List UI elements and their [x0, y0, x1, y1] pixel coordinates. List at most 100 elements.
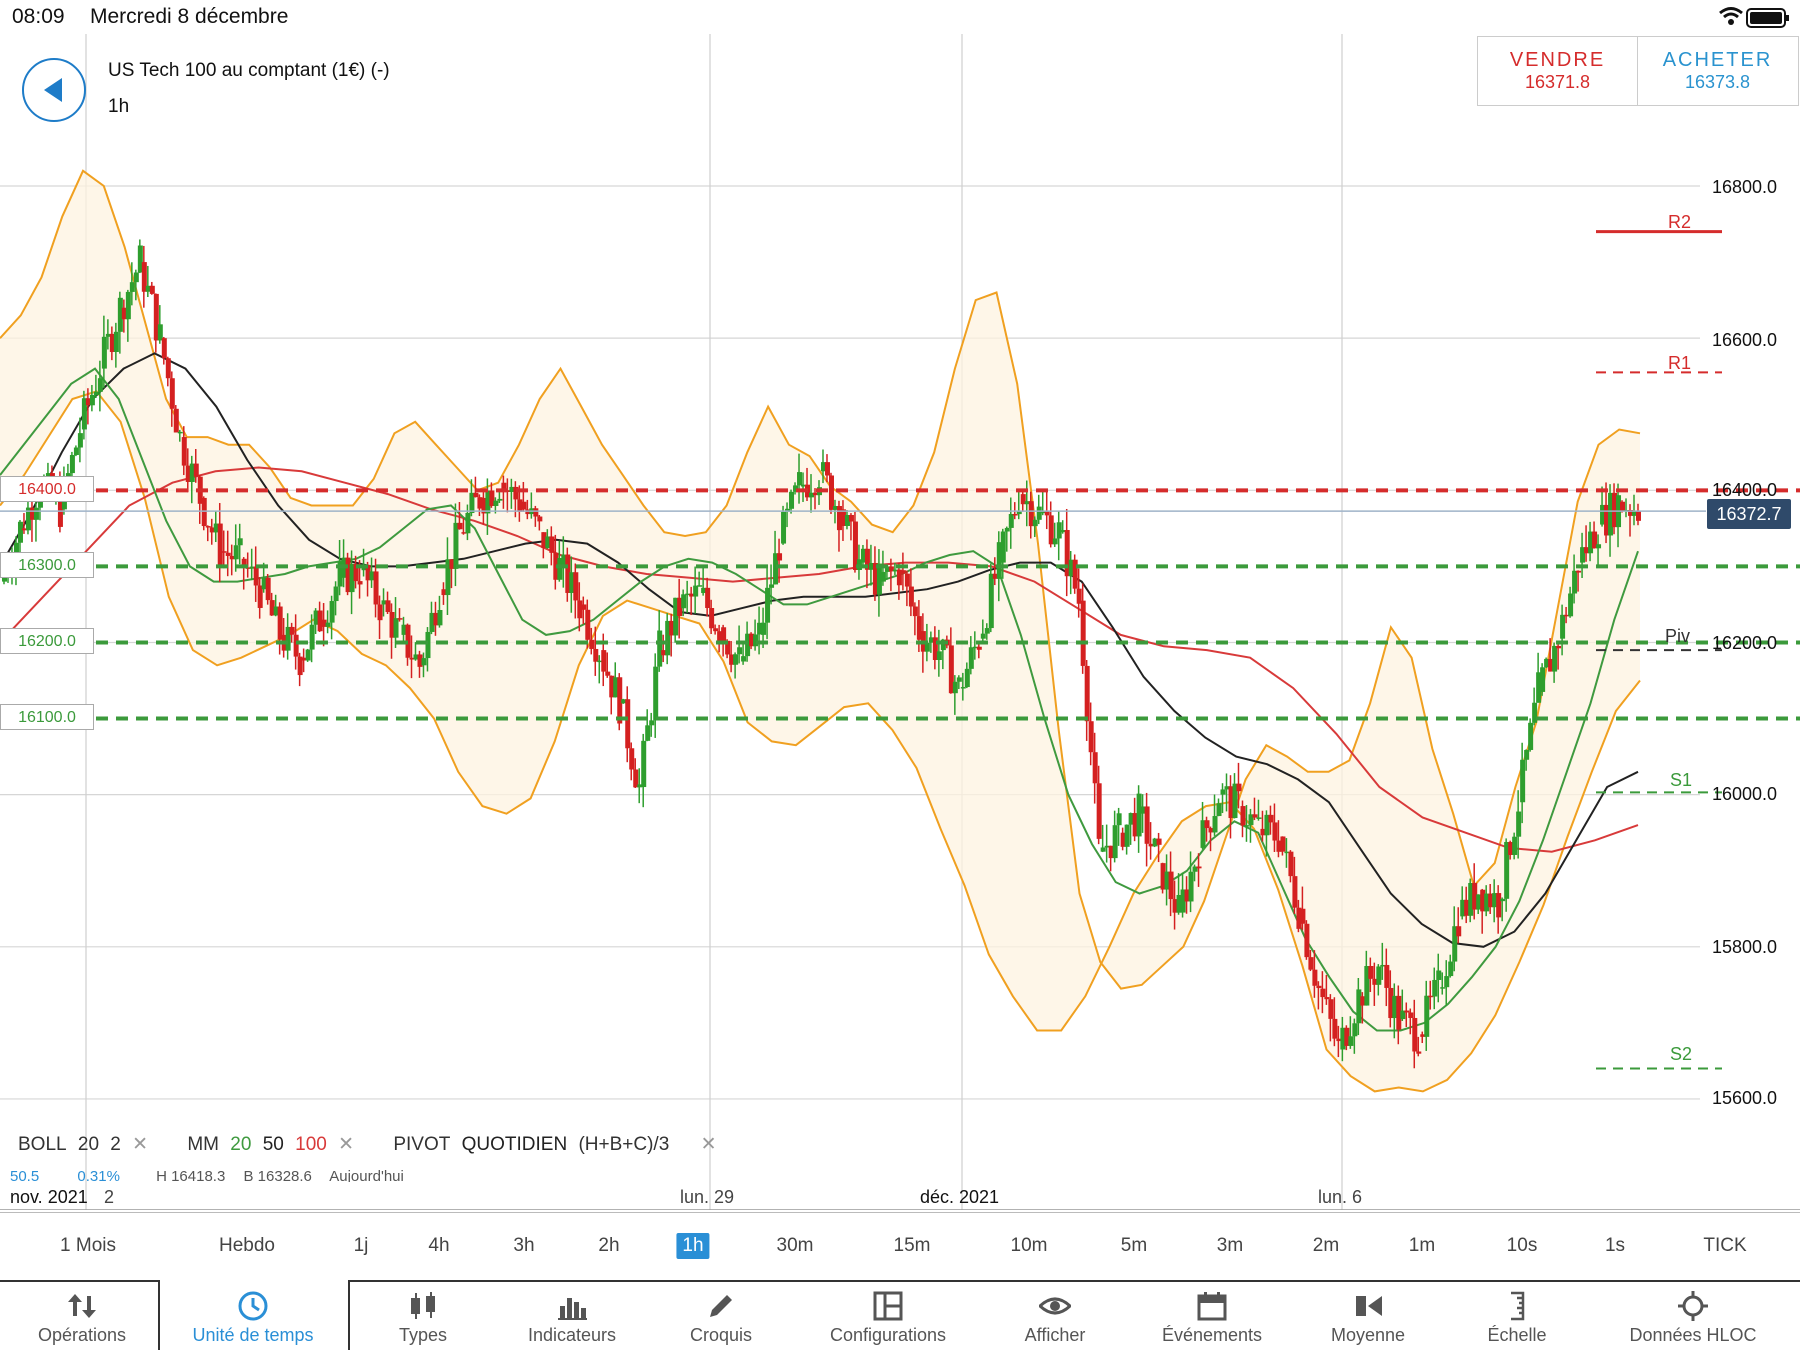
candle-body	[353, 563, 359, 582]
candle-body	[1592, 531, 1598, 549]
alert-level-16100[interactable]: 16100.0	[0, 704, 94, 730]
candle-body	[1000, 531, 1006, 563]
alert-level-16200[interactable]: 16200.0	[0, 628, 94, 654]
toolbar-operations[interactable]: Opérations	[2, 1280, 162, 1350]
toolbar-types[interactable]: Types	[343, 1280, 503, 1350]
timeframe-10s[interactable]: 10s	[1506, 1235, 1538, 1256]
timeframe-15m[interactable]: 15m	[893, 1235, 931, 1256]
remove-boll-close-icon[interactable]: ✕	[132, 1134, 149, 1155]
candle-body	[1636, 511, 1641, 521]
candle-body	[1168, 871, 1174, 900]
candle-body	[273, 606, 279, 616]
candle-body	[225, 552, 231, 556]
candle-body	[173, 408, 179, 433]
candle-body	[213, 523, 219, 533]
candle-body	[1364, 966, 1370, 1006]
timeframe-3h[interactable]: 3h	[513, 1235, 535, 1256]
timeframe-3m[interactable]: 3m	[1216, 1235, 1244, 1256]
candle-body	[801, 484, 807, 487]
candle-body	[960, 687, 966, 689]
candle-body	[261, 577, 267, 590]
price-chart[interactable]	[0, 34, 1800, 1210]
layout-icon	[873, 1291, 903, 1321]
candle-body	[685, 593, 691, 596]
candle-body	[533, 508, 539, 517]
candle-body	[625, 699, 631, 749]
candle-body	[17, 521, 23, 543]
candle-body	[964, 668, 970, 688]
candle-body	[1492, 893, 1498, 908]
sell-price: 16371.8	[1524, 72, 1591, 92]
timeframe-30m[interactable]: 30m	[776, 1235, 814, 1256]
candle-body	[896, 569, 902, 586]
alert-level-16300[interactable]: 16300.0	[0, 552, 94, 578]
timeframe-tick[interactable]: TICK	[1703, 1235, 1747, 1256]
candle-body	[1584, 547, 1590, 554]
toolbar-timeframe[interactable]: Unité de temps	[173, 1280, 333, 1350]
timeframe-1s[interactable]: 1s	[1604, 1235, 1626, 1256]
candle-body	[713, 628, 719, 632]
candle-body	[105, 333, 111, 337]
candle-body	[864, 548, 870, 570]
candle-body	[1108, 845, 1114, 859]
timeframe-hebdo[interactable]: Hebdo	[219, 1235, 275, 1256]
toolbar-average[interactable]: Moyenne	[1288, 1280, 1448, 1350]
candle-body	[365, 564, 371, 581]
candle-body	[1204, 820, 1210, 829]
candle-body	[317, 610, 323, 632]
sell-button[interactable]: VENDRE 16371.8	[1478, 37, 1638, 105]
toolbar-indicators[interactable]: Indicateurs	[492, 1280, 652, 1350]
pencil-icon	[710, 1295, 732, 1317]
timeframe-2m[interactable]: 2m	[1312, 1235, 1340, 1256]
toolbar-scale[interactable]: Échelle	[1437, 1280, 1597, 1350]
timeframe-1j[interactable]: 1j	[353, 1235, 369, 1256]
candle-body	[585, 609, 591, 640]
candle-body	[976, 646, 982, 650]
pivot-mode: QUOTIDIEN	[461, 1134, 568, 1155]
toolbar-configurations[interactable]: Configurations	[808, 1280, 968, 1350]
candle-body	[1052, 538, 1058, 545]
candle-body	[1504, 841, 1510, 899]
toolbar-sketch[interactable]: Croquis	[641, 1280, 801, 1350]
candle-body	[916, 616, 922, 640]
timeframe-4h[interactable]: 4h	[428, 1235, 450, 1256]
buy-button[interactable]: ACHETER 16373.8	[1638, 37, 1797, 105]
candle-body	[868, 562, 874, 570]
back-button[interactable]	[22, 58, 86, 122]
candle-body	[229, 555, 235, 560]
candle-body	[645, 725, 651, 741]
remove-pivot-close-icon[interactable]: ✕	[700, 1134, 717, 1155]
price-label-16800: 16800.0	[1712, 177, 1778, 197]
timeframe-1-mois[interactable]: 1 Mois	[60, 1235, 116, 1256]
candle-body	[1412, 1017, 1418, 1052]
candle-body	[1260, 828, 1266, 836]
candle-body	[1184, 889, 1190, 902]
timeframe-5m[interactable]: 5m	[1120, 1235, 1148, 1256]
candle-body	[73, 447, 79, 456]
candle-body	[421, 658, 427, 666]
timeframe-2h[interactable]: 2h	[598, 1235, 620, 1256]
bollinger-lower-line	[0, 390, 1641, 1093]
timeframe-1m[interactable]: 1m	[1408, 1235, 1436, 1256]
candle-body	[988, 573, 994, 629]
chart-canvas[interactable]	[0, 34, 1800, 1210]
toolbar-hloc-data[interactable]: Données HLOC	[1613, 1280, 1773, 1350]
candle-body	[241, 558, 247, 568]
bottom-toolbar: Opérations Unité de temps Types Indicate…	[0, 1280, 1800, 1350]
toolbar-show[interactable]: Afficher	[975, 1280, 1135, 1350]
alert-level-16400[interactable]: 16400.0	[0, 476, 94, 502]
candle-body	[1288, 851, 1294, 877]
toolbar-events[interactable]: Événements	[1132, 1280, 1292, 1350]
timeframe-10m[interactable]: 10m	[1010, 1235, 1048, 1256]
toolbar-label: Indicateurs	[527, 1325, 617, 1345]
candle-body	[1164, 871, 1170, 890]
candle-body	[781, 511, 787, 544]
candle-body	[1604, 504, 1610, 536]
remove-mm-close-icon[interactable]: ✕	[338, 1134, 355, 1155]
candle-body	[1012, 513, 1018, 516]
candle-body	[521, 501, 527, 510]
candle-body	[757, 622, 763, 635]
candle-body	[1024, 501, 1030, 505]
timeframe-1h[interactable]: 1h	[676, 1233, 710, 1259]
candle-body	[844, 514, 850, 526]
